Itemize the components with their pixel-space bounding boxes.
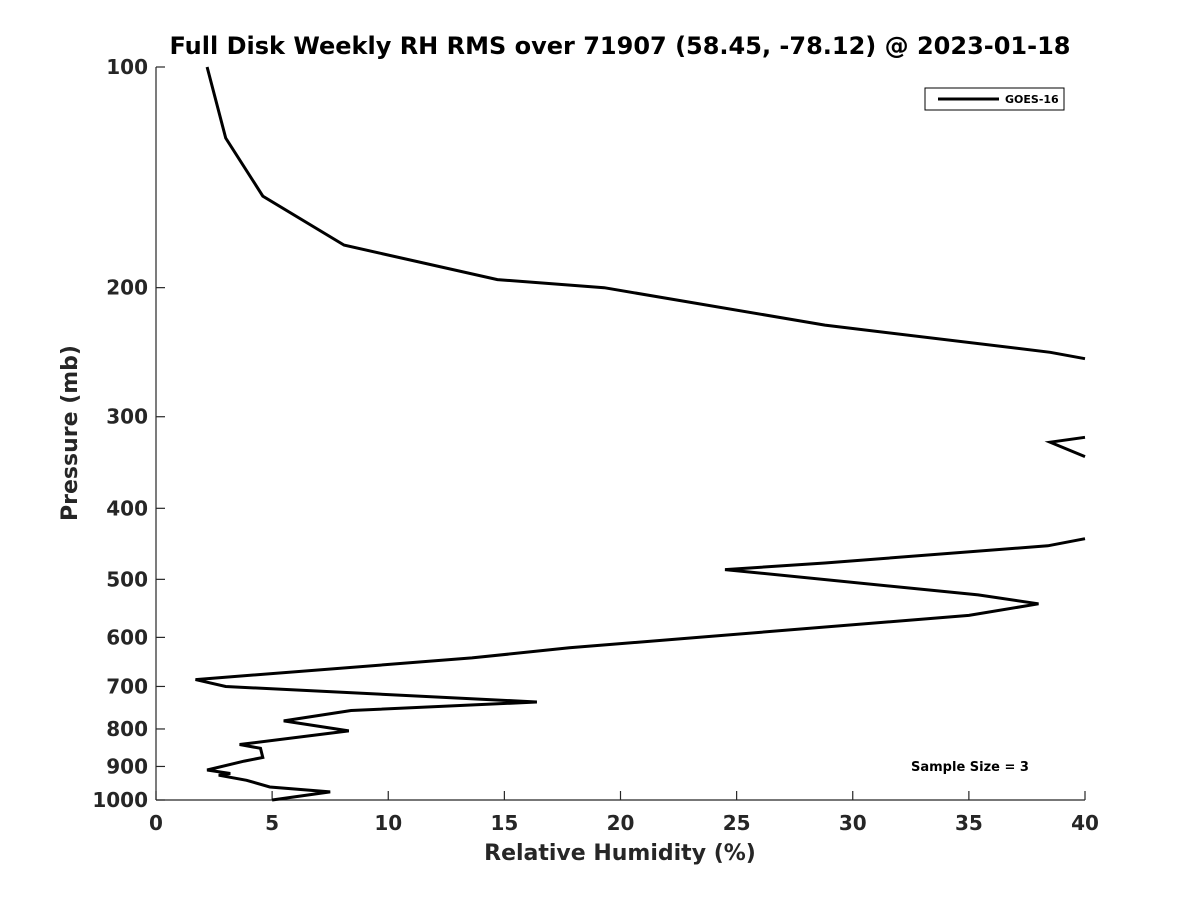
y-tick-label: 700 bbox=[106, 674, 148, 698]
x-tick-label: 5 bbox=[265, 811, 279, 835]
series-line-goes-16-segment-2 bbox=[1044, 435, 1086, 458]
sample-size-annotation: Sample Size = 3 bbox=[911, 760, 1029, 775]
x-tick-label: 40 bbox=[1071, 811, 1099, 835]
y-tick-label: 1000 bbox=[92, 788, 148, 812]
legend: GOES-16 bbox=[924, 87, 1065, 111]
chart-title: Full Disk Weekly RH RMS over 71907 (58.4… bbox=[169, 32, 1070, 60]
y-tick-label: 300 bbox=[106, 405, 148, 429]
series-line-goes-16-segment-1 bbox=[205, 66, 1086, 361]
series-line-goes-16-segment-3 bbox=[195, 537, 1086, 802]
x-tick-label: 30 bbox=[839, 811, 867, 835]
y-tick-label: 500 bbox=[106, 567, 148, 591]
y-tick-label: 100 bbox=[106, 55, 148, 79]
x-tick-label: 35 bbox=[955, 811, 983, 835]
legend-label-goes-16: GOES-16 bbox=[1005, 93, 1059, 106]
y-tick-label: 200 bbox=[106, 276, 148, 300]
x-tick-label: 15 bbox=[490, 811, 518, 835]
y-tick-label: 400 bbox=[106, 496, 148, 520]
x-tick-label: 10 bbox=[374, 811, 402, 835]
y-tick-label: 600 bbox=[106, 625, 148, 649]
x-tick-label: 25 bbox=[723, 811, 751, 835]
series-group bbox=[195, 66, 1086, 802]
y-tick-label: 800 bbox=[106, 717, 148, 741]
y-axis-label: Pressure (mb) bbox=[58, 345, 83, 521]
y-tick-label: 900 bbox=[106, 754, 148, 778]
x-tick-label: 20 bbox=[607, 811, 635, 835]
x-tick-label: 0 bbox=[149, 811, 163, 835]
axes: 0 5 10 15 20 25 30 35 40 100 200 300 400 500 600 700 800… bbox=[92, 55, 1099, 835]
x-axis-label: Relative Humidity (%) bbox=[484, 841, 756, 866]
